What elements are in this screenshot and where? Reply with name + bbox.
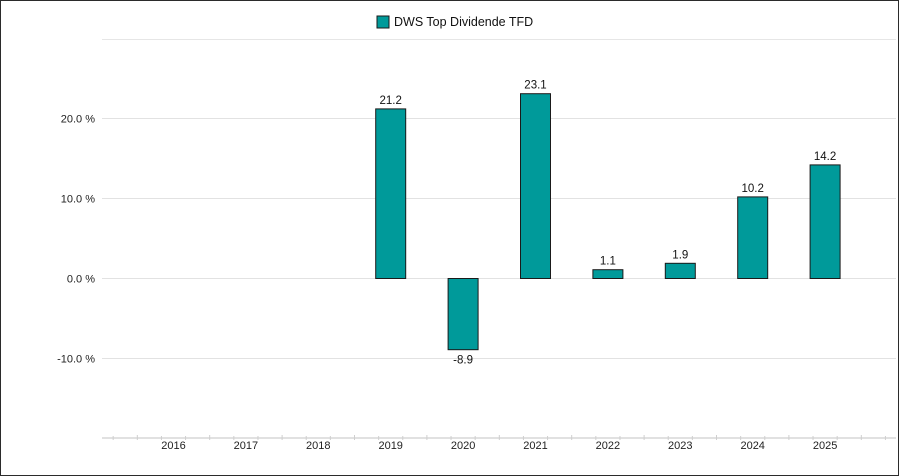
x-tick-label: 2025 [813, 440, 837, 452]
bar [737, 196, 769, 279]
x-tick-label: 2017 [234, 440, 258, 452]
x-tick-label: 2022 [596, 440, 620, 452]
gridlines [102, 39, 896, 359]
legend-label: DWS Top Dividende TFD [394, 15, 533, 29]
bar [592, 269, 624, 280]
y-tick-label: 10.0 % [61, 194, 95, 206]
y-axis-labels: 20.0 % 10.0 % 0.0 % -10.0 % [57, 114, 95, 366]
y-tick-label: 0.0 % [67, 274, 95, 286]
data-label: 1.1 [600, 256, 616, 268]
legend: DWS Top Dividende TFD [376, 15, 533, 29]
bars: 21.2 -8.9 23.1 1.1 1.9 10.2 14.2 [375, 80, 841, 367]
legend-swatch [376, 15, 390, 29]
x-axis: 2016 2017 2018 2019 2020 2021 2022 2023 2024 2025 [102, 435, 896, 452]
data-label: 1.9 [672, 249, 688, 261]
y-tick-label: -10.0 % [57, 354, 95, 366]
bar [447, 278, 479, 351]
data-label: 10.2 [742, 183, 764, 195]
data-label: 21.2 [380, 95, 402, 107]
x-tick-label: 2020 [451, 440, 475, 452]
data-label: 14.2 [814, 151, 836, 163]
x-tick-label: 2023 [668, 440, 692, 452]
x-tick-label: 2021 [523, 440, 547, 452]
bar [375, 108, 407, 280]
data-label: -8.9 [453, 355, 473, 367]
x-tick-label: 2019 [378, 440, 402, 452]
x-tick-label: 2024 [740, 440, 764, 452]
data-label: 23.1 [524, 80, 546, 92]
x-tick-label: 2016 [161, 440, 185, 452]
x-tick-label: 2018 [306, 440, 330, 452]
bar [520, 93, 551, 279]
bar [664, 262, 696, 279]
y-tick-label: 20.0 % [61, 114, 95, 126]
bar [809, 164, 841, 279]
